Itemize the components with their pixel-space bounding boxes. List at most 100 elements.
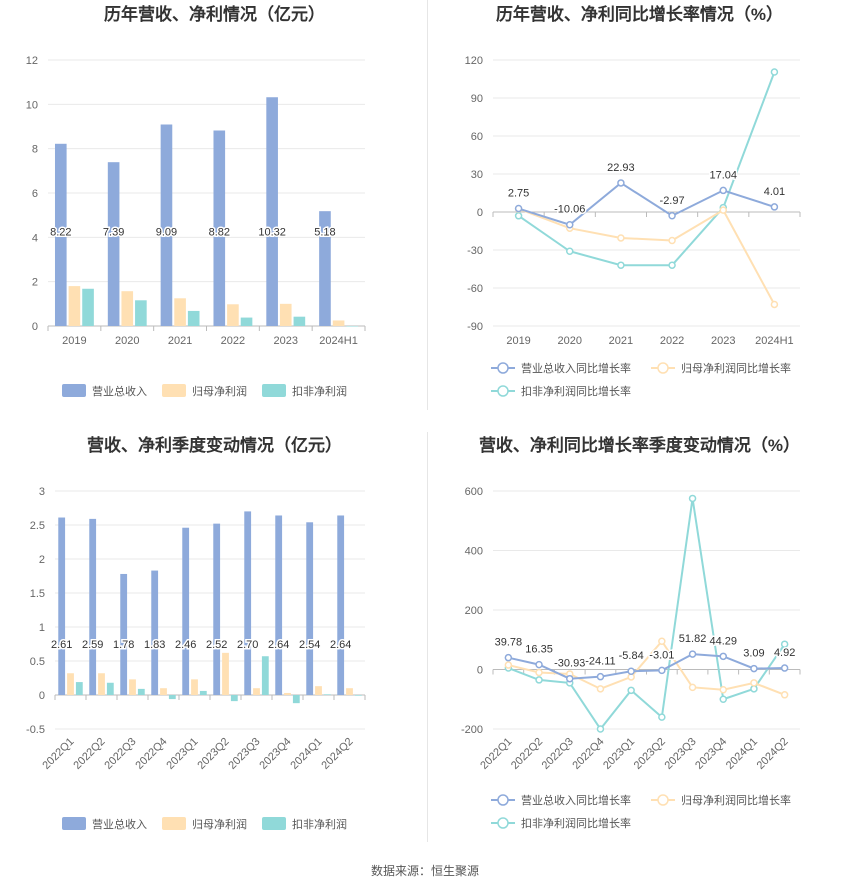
data-label: 4.01: [764, 186, 785, 198]
x-tick-label: 2022Q2: [71, 736, 107, 772]
y-tick-label: 1: [39, 622, 45, 634]
y-tick-label: -200: [461, 724, 483, 736]
data-label: 3.09: [743, 648, 764, 660]
x-tick-label: 2024Q1: [724, 736, 760, 772]
bar-net-profit: [121, 291, 134, 326]
legend-label: 归母净利润同比增长率: [681, 361, 791, 375]
legend-label: 营业总收入: [92, 384, 147, 398]
y-tick-label: 0: [477, 207, 483, 219]
bar-net-profit: [160, 688, 167, 695]
data-label: -30.93: [554, 658, 585, 670]
series-line: [518, 181, 775, 226]
x-tick-label: 2020: [115, 335, 139, 347]
bar-deducted-profit: [354, 695, 362, 696]
data-source-note: 数据来源：恒生聚源: [370, 864, 479, 878]
data-label: 2.75: [508, 188, 529, 200]
bar-deducted-profit: [168, 695, 176, 700]
y-tick-label: 4: [32, 232, 38, 244]
chart-title: 历年营收、净利情况（亿元）: [104, 4, 325, 24]
y-tick-label: 400: [465, 546, 483, 558]
series-line: [508, 639, 786, 696]
bar-revenue: [54, 143, 67, 326]
x-tick-label: 2023: [711, 335, 735, 347]
series-point: [658, 666, 666, 675]
data-label: 1.78: [113, 639, 134, 651]
series-point: [719, 685, 727, 694]
x-tick-label: 2023: [274, 335, 298, 347]
x-tick-label: 2023Q1: [601, 736, 637, 772]
series-point: [750, 685, 758, 693]
series-point: [668, 261, 676, 269]
quarterly-growth-rate-chart: 营收、净利同比增长率季度变动情况（%） -200 0 200 400 600 2022Q1 2…: [425, 430, 850, 860]
bar-revenue: [160, 124, 173, 326]
series-point: [535, 660, 543, 669]
bar-net-profit: [346, 688, 353, 695]
chart-title: 历年营收、净利同比增长率情况（%）: [496, 4, 783, 24]
series-point: [750, 664, 758, 673]
bar-net-profit: [129, 679, 136, 695]
series-point: [719, 206, 727, 214]
series-point: [627, 686, 635, 695]
bar-net-profit: [279, 303, 292, 326]
y-tick-label: 600: [465, 486, 483, 498]
data-label: 2.46: [175, 639, 196, 651]
data-label: 39.78: [495, 637, 523, 649]
legend-swatch: [62, 817, 86, 830]
legend-marker: [497, 362, 509, 374]
annual-growth-rate-chart: 历年营收、净利同比增长率情况（%） -90 -60 -30 0 30 60 90 120 2019…: [425, 0, 850, 410]
data-label: -2.97: [660, 195, 685, 207]
y-tick-label: 120: [465, 55, 483, 67]
data-label: 2.64: [330, 639, 351, 651]
y-tick-label: 60: [471, 131, 483, 143]
bar-deducted-profit: [75, 682, 83, 695]
series-point: [770, 300, 779, 309]
legend-label: 扣非净利润: [292, 384, 347, 398]
x-tick-label: 2021: [609, 335, 633, 347]
legend-marker: [657, 794, 669, 806]
vertical-divider: [427, 0, 428, 410]
bar-net-profit: [253, 688, 260, 695]
series-point: [566, 674, 574, 683]
y-tick-label: -0.5: [26, 724, 45, 736]
x-tick-label: 2024Q2: [755, 736, 791, 772]
chart-svg: 历年营收、净利情况（亿元） 0 2 4 6 8 10 12 2019 2020 2021 2022 20…: [26, 4, 366, 398]
x-tick-label: 2020: [558, 335, 582, 347]
chart-title: 营收、净利季度变动情况（亿元）: [87, 435, 342, 455]
bar-deducted-profit: [261, 656, 269, 695]
data-label: 16.35: [525, 644, 553, 656]
data-label: 2.61: [51, 639, 72, 651]
series-line: [507, 498, 786, 731]
x-tick-label: 2023Q2: [195, 736, 231, 772]
y-tick-label: 8: [32, 144, 38, 156]
legend-label: 归母净利润同比增长率: [681, 793, 791, 807]
bar-revenue: [306, 522, 314, 695]
bar-deducted-profit: [187, 310, 200, 326]
series-point: [514, 204, 523, 213]
bar-revenue: [244, 511, 252, 695]
bar-deducted-profit: [82, 288, 94, 326]
bar-deducted-profit: [240, 317, 253, 326]
series-point: [514, 212, 523, 220]
y-tick-label: 200: [465, 605, 483, 617]
series-point: [780, 640, 789, 648]
data-label: -24.11: [585, 656, 615, 668]
bar-revenue: [213, 130, 226, 326]
bar-revenue: [151, 570, 159, 695]
legend-label: 营业总收入同比增长率: [521, 361, 631, 375]
data-label: 2.64: [268, 639, 289, 651]
series-point: [617, 261, 625, 269]
bar-revenue: [337, 515, 345, 695]
bar-deducted-profit: [135, 300, 147, 326]
y-tick-label: 0: [32, 321, 38, 333]
x-tick-label: 2023Q2: [632, 736, 668, 772]
series-point: [688, 650, 697, 658]
legend-label: 归母净利润: [192, 384, 247, 398]
x-tick-label: 2022: [660, 335, 684, 347]
y-tick-label: 0: [477, 665, 483, 677]
data-label: 5.18: [314, 227, 335, 239]
data-label: 7.39: [103, 227, 124, 239]
series-point: [750, 679, 758, 687]
x-tick-label: 2022Q3: [540, 736, 576, 772]
y-tick-label: 2: [32, 277, 38, 289]
bar-net-profit: [98, 673, 105, 695]
